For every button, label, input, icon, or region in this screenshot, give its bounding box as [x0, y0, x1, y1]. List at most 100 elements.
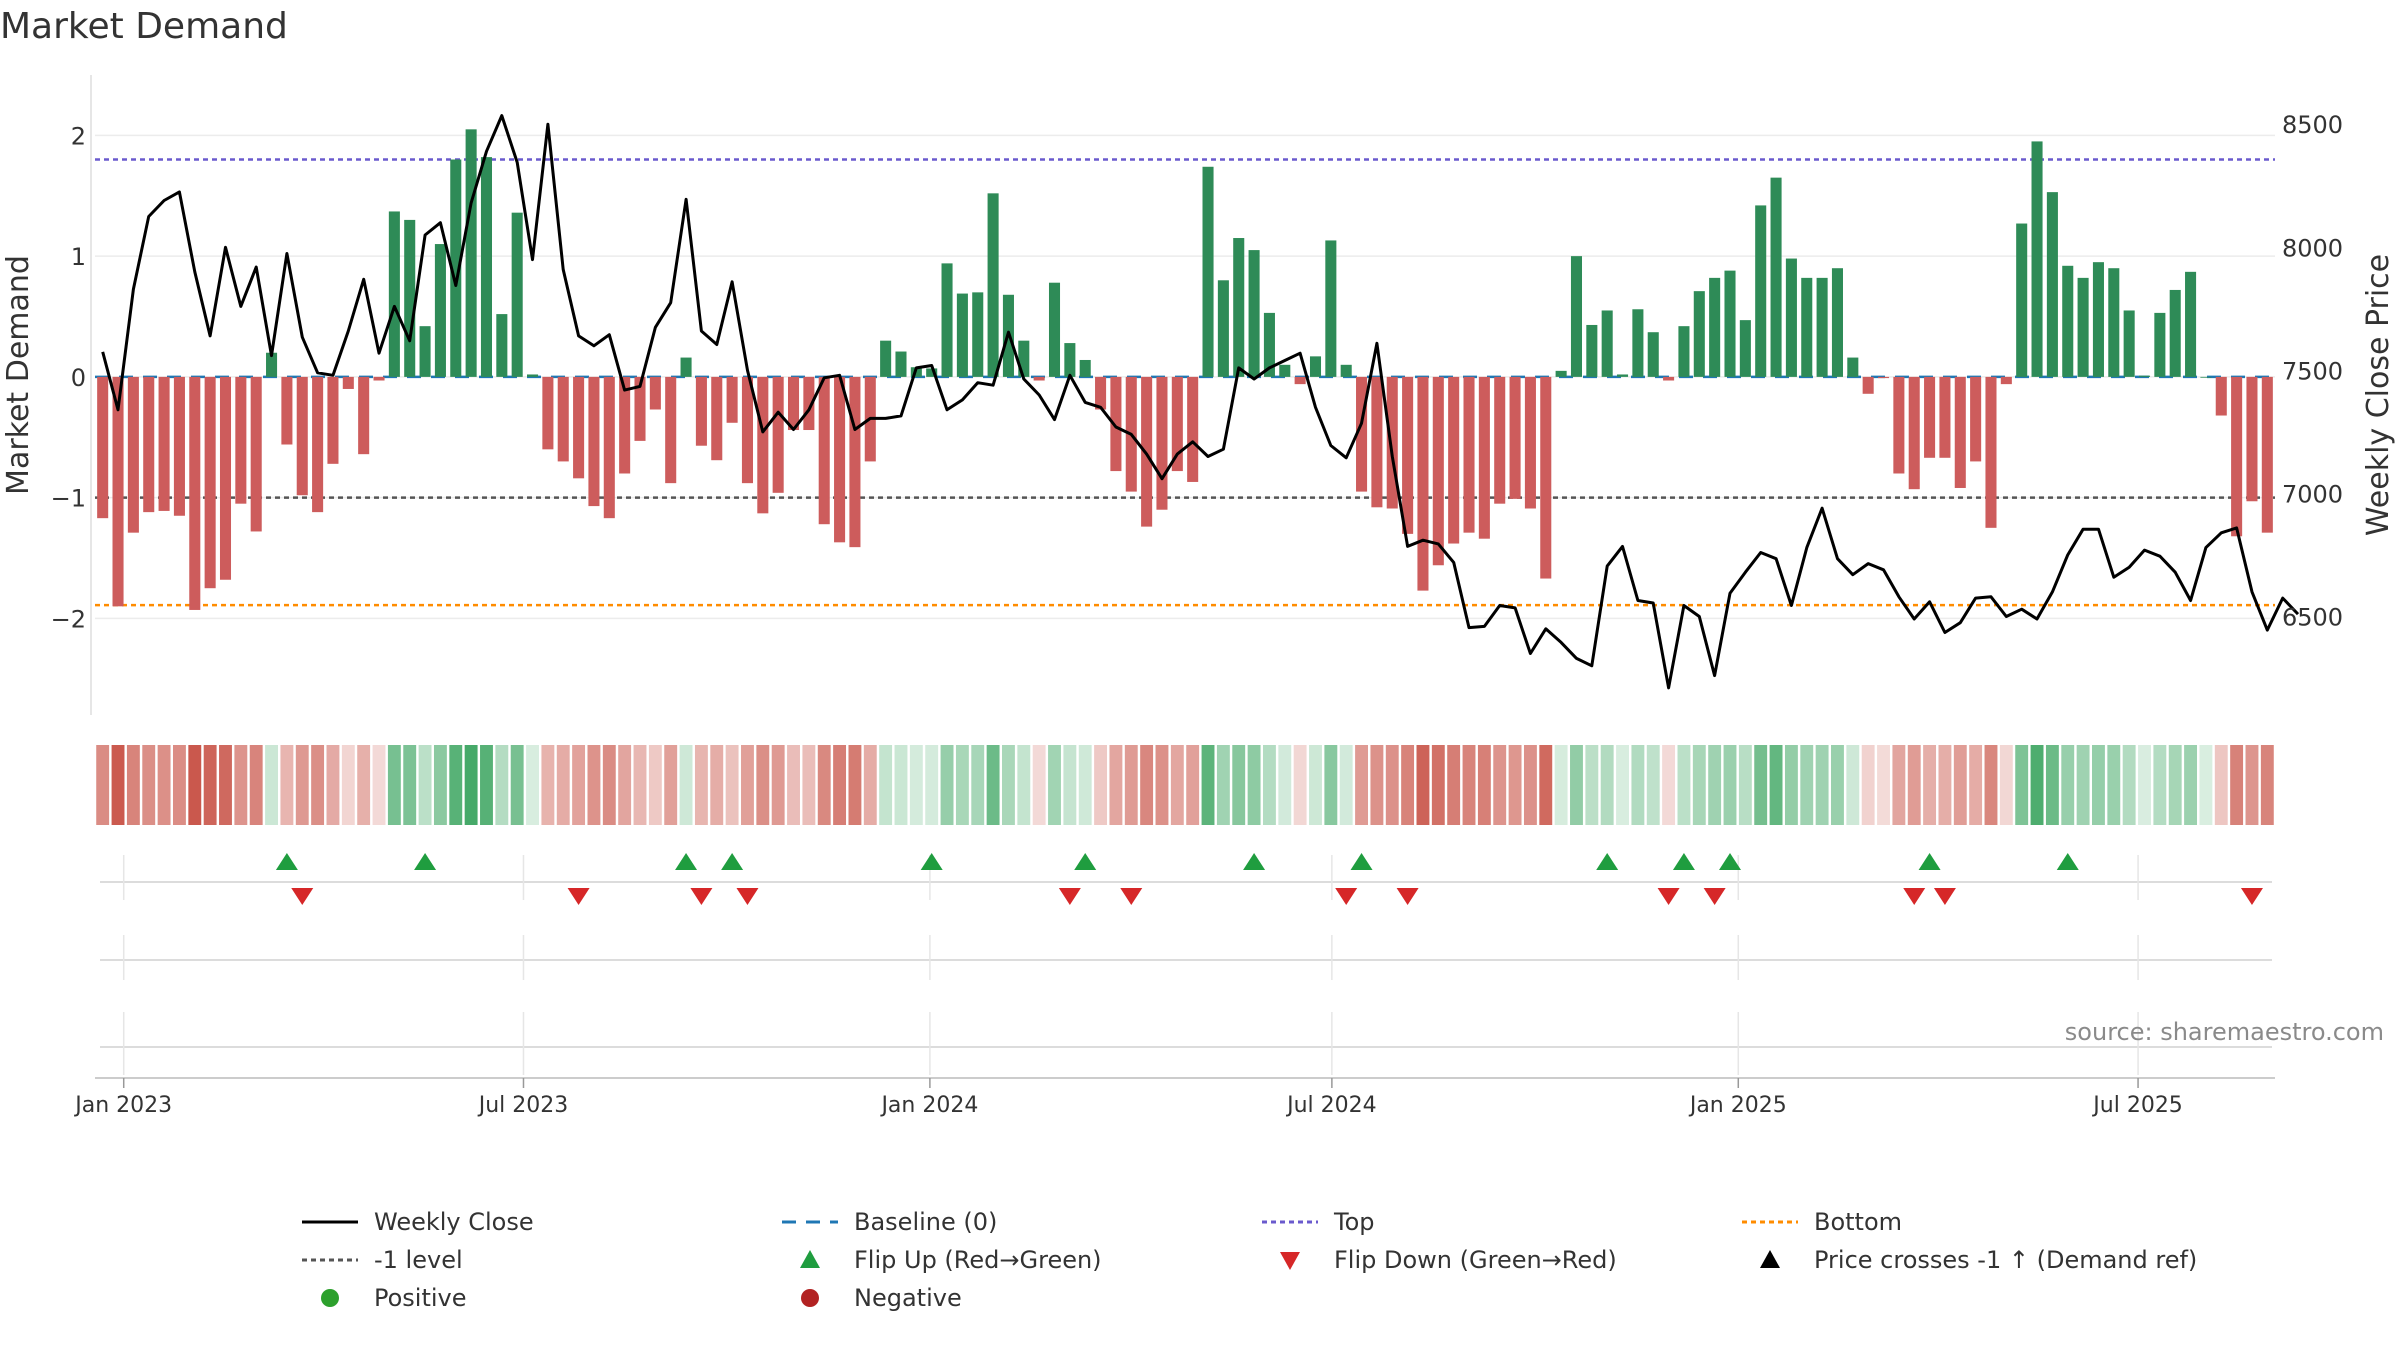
demand-bar: [757, 376, 769, 514]
demand-bar: [1601, 310, 1613, 377]
legend-label: Baseline (0): [854, 1208, 998, 1236]
heat-cell: [249, 745, 263, 825]
solid-line-icon: [302, 1220, 358, 1224]
demand-bar: [2138, 375, 2151, 377]
demand-bar: [1970, 376, 1982, 462]
heat-cell: [1032, 745, 1046, 825]
heat-cell: [1631, 745, 1645, 825]
heat-cell: [1416, 745, 1430, 825]
legend-label: Top: [1334, 1208, 1375, 1236]
demand-bar: [1524, 376, 1536, 509]
demand-bar: [1048, 282, 1061, 377]
heat-cell: [1984, 745, 1998, 825]
heat-cell: [418, 745, 432, 825]
demand-bar: [1064, 343, 1076, 377]
heat-cell: [464, 745, 478, 825]
heat-cell: [1170, 745, 1184, 825]
demand-bar: [450, 159, 462, 377]
circle-icon: [321, 1289, 339, 1307]
demand-bar: [143, 376, 155, 513]
heat-cell: [1831, 745, 1844, 825]
flip-down-marker: [690, 888, 713, 905]
demand-bar: [1816, 277, 1828, 377]
demand-bar: [1294, 376, 1306, 385]
demand-bar: [1432, 376, 1444, 566]
heat-cell: [480, 745, 493, 825]
circle-icon: [801, 1289, 819, 1307]
heat-cell: [971, 745, 985, 825]
axes: 2 1 0 −1 −2 8500 8000 7500 7000 6500: [51, 75, 2343, 715]
x-axis: Jan 2023 Jul 2023 Jan 2024 Jul 2024 Jan 2025…: [73, 1077, 2275, 1118]
demand-bar: [1540, 376, 1552, 579]
flip-up-marker: [1074, 853, 1097, 870]
heat-cell: [1754, 745, 1768, 825]
heat-cell: [2214, 745, 2228, 825]
heat-cell: [341, 745, 355, 825]
demand-bar: [266, 352, 278, 377]
heat-cell: [633, 745, 647, 825]
demand-bar: [496, 314, 508, 377]
heat-cell: [1677, 745, 1691, 825]
demand-bar: [312, 376, 324, 513]
demand-bar: [1509, 376, 1521, 499]
heat-cell: [1938, 745, 1952, 825]
heat-cell: [2260, 745, 2274, 825]
demand-bar: [2185, 271, 2197, 377]
price-line-group: [101, 114, 2300, 690]
y-tick-left: −2: [51, 605, 86, 633]
demand-bar: [511, 212, 523, 377]
flip-up-marker: [1596, 853, 1619, 870]
demand-bar: [2031, 141, 2043, 377]
demand-bar: [1417, 376, 1429, 591]
demand-bar: [680, 357, 692, 377]
heat-cell: [1048, 745, 1061, 825]
x-tick-label: Jul 2025: [2091, 1093, 2183, 1118]
demand-bar: [880, 340, 892, 377]
y-axis-label-left: Market Demand: [1, 255, 36, 495]
heat-cell: [1339, 745, 1353, 825]
demand-bar: [803, 376, 815, 431]
heat-cell: [126, 745, 140, 825]
demand-bar: [1033, 376, 1045, 381]
y-tick-left: −1: [51, 485, 86, 513]
legend-minus-one: -1 level: [300, 1243, 463, 1277]
demand-bar: [649, 376, 661, 410]
heat-cell: [2184, 745, 2198, 825]
x-tick-label: Jan 2025: [1688, 1093, 1787, 1118]
heat-cell: [1846, 745, 1860, 825]
demand-bar: [1678, 326, 1690, 377]
legend-weekly-close: Weekly Close: [300, 1205, 534, 1239]
heat-cell: [387, 745, 401, 825]
heat-cell: [1186, 745, 1200, 825]
demand-bar: [1309, 356, 1322, 377]
heat-cell: [172, 745, 186, 825]
demand-bar: [1279, 364, 1291, 377]
flip-up-marker: [414, 853, 437, 870]
demand-bar: [2077, 277, 2089, 377]
demand-bar: [97, 376, 109, 519]
flip-up-marker: [675, 853, 698, 870]
x-tick-label: Jul 2023: [477, 1093, 569, 1118]
demand-bar: [1202, 166, 1214, 377]
heat-cell: [2138, 745, 2151, 825]
dot-line-icon: [1742, 1220, 1798, 1224]
heat-cell: [1508, 745, 1522, 825]
heat-cell: [1140, 745, 1154, 825]
demand-bar: [1356, 376, 1368, 492]
flip-up-marker: [275, 853, 298, 870]
demand-bar: [388, 211, 400, 377]
heat-cell: [848, 745, 862, 825]
demand-bar: [1831, 268, 1843, 377]
demand-bar: [711, 376, 723, 461]
legend-bottom: Bottom: [1740, 1205, 1902, 1239]
demand-bar: [1187, 376, 1199, 482]
y-tick-left: 0: [71, 364, 86, 392]
heat-cell: [756, 745, 770, 825]
demand-bar: [1494, 376, 1506, 504]
demand-bar: [1785, 258, 1797, 377]
heat-cell: [541, 745, 555, 825]
demand-heat-strip: [96, 745, 2274, 825]
demand-bar: [1647, 332, 1659, 377]
heat-cell: [1293, 745, 1307, 825]
demand-bar: [926, 368, 938, 377]
